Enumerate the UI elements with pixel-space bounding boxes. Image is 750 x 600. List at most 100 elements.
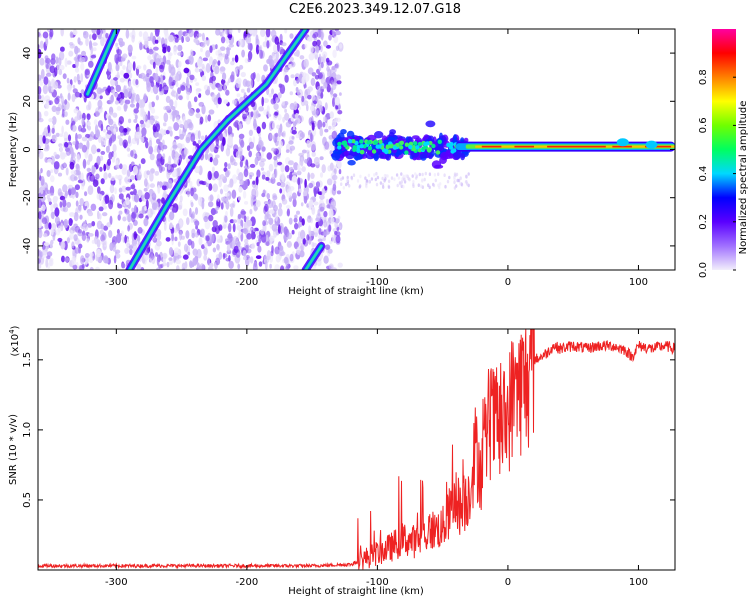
noise-speck (155, 66, 159, 74)
noise-speck (79, 198, 84, 207)
noise-speck (331, 120, 337, 127)
noise-speck (304, 43, 308, 49)
noise-speck (310, 141, 317, 151)
noise-speck (103, 163, 107, 172)
noise-speck (217, 194, 220, 202)
noise-speck (310, 105, 315, 112)
noise-speck (300, 202, 304, 207)
noise-speck (130, 150, 134, 157)
noise-speck (331, 72, 337, 79)
noise-speck (149, 76, 154, 84)
noise-speck (205, 182, 209, 188)
y-tick-label: 1.5 (22, 352, 33, 368)
noise-speck (192, 257, 198, 266)
heatmap-noise (38, 29, 470, 270)
noise-speck (453, 186, 457, 190)
y-tick-label: 0.5 (22, 492, 33, 508)
noise-speck (203, 254, 208, 261)
band-core-blob (366, 140, 371, 145)
noise-speck (247, 227, 253, 231)
y-tick-label: 40 (22, 47, 33, 60)
noise-speck (244, 239, 249, 244)
noise-speck (65, 119, 70, 125)
noise-speck (209, 82, 213, 87)
band-core-blob (417, 141, 423, 147)
noise-speck (196, 248, 202, 259)
noise-speck (157, 184, 161, 194)
noise-speck (174, 153, 180, 158)
noise-speck (129, 248, 133, 255)
noise-speck (139, 197, 142, 203)
noise-speck (243, 256, 247, 261)
noise-speck (201, 63, 205, 70)
noise-speck (80, 127, 87, 133)
noise-speck (115, 42, 118, 47)
noise-speck (275, 214, 278, 222)
noise-speck (315, 110, 319, 115)
noise-speck (201, 75, 206, 82)
noise-speck (256, 242, 260, 247)
noise-speck (216, 235, 222, 243)
noise-speck (303, 58, 309, 68)
noise-speck (128, 245, 134, 250)
noise-speck (333, 180, 337, 185)
band-core-blob (415, 145, 420, 150)
noise-speck (74, 116, 79, 122)
noise-speck (146, 73, 150, 78)
noise-speck (48, 85, 52, 93)
noise-speck (51, 134, 57, 140)
noise-speck (231, 71, 235, 80)
noise-speck (91, 239, 95, 244)
noise-speck (284, 29, 288, 34)
noise-speck (153, 115, 159, 120)
noise-speck (216, 198, 221, 209)
noise-speck (269, 235, 275, 242)
noise-speck (49, 192, 55, 197)
noise-speck (253, 118, 257, 129)
noise-speck (194, 232, 199, 238)
noise-speck (145, 140, 149, 149)
noise-speck (273, 44, 278, 53)
noise-speck (132, 165, 138, 176)
noise-speck (291, 175, 298, 183)
noise-speck (243, 215, 247, 223)
noise-speck (319, 128, 324, 137)
diagonal-line-1 (83, 29, 121, 99)
noise-speck (64, 57, 68, 68)
noise-speck (205, 63, 211, 73)
noise-speck (304, 178, 307, 188)
x-tick-label: -200 (236, 277, 259, 288)
noise-speck (77, 170, 81, 176)
noise-speck (195, 108, 200, 113)
noise-speck (253, 261, 258, 270)
noise-speck (103, 128, 106, 133)
noise-speck (169, 52, 173, 56)
noise-speck (119, 77, 125, 83)
noise-speck (162, 144, 168, 150)
noise-speck (201, 199, 205, 210)
noise-speck (412, 180, 415, 184)
band-core-blob (373, 140, 378, 145)
noise-speck (251, 230, 254, 240)
noise-speck (64, 137, 68, 142)
noise-speck (242, 249, 247, 257)
noise-speck (158, 164, 163, 174)
noise-speck (122, 65, 126, 70)
noise-speck (231, 189, 237, 199)
noise-speck (69, 212, 75, 217)
noise-speck (428, 172, 432, 176)
carrier-max (514, 145, 535, 148)
line-highlight (86, 29, 117, 95)
noise-speck (278, 202, 282, 209)
noise-speck (90, 131, 95, 139)
noise-speck (437, 183, 440, 188)
noise-speck (168, 34, 174, 43)
noise-speck (82, 223, 89, 232)
noise-speck (162, 46, 167, 54)
noise-speck (154, 132, 158, 139)
noise-speck (383, 178, 386, 183)
band-core-blob (341, 140, 346, 146)
noise-speck (125, 29, 130, 39)
noise-speck (266, 152, 273, 160)
noise-speck (261, 121, 267, 130)
